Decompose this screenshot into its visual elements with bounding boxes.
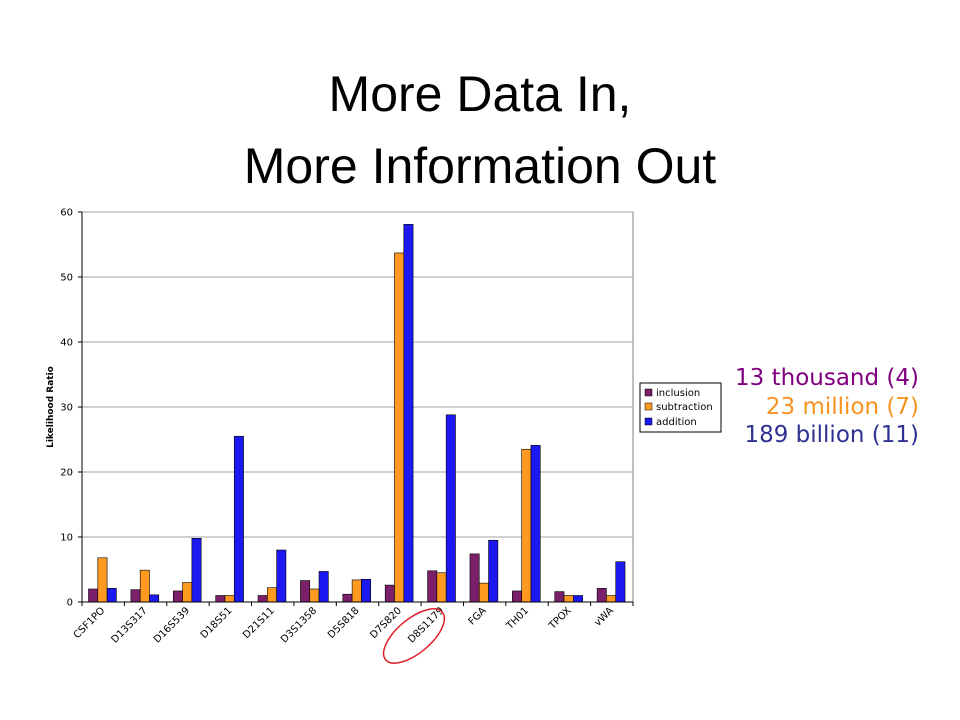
bar-subtraction-CSF1PO [97,557,108,603]
bar-inclusion-D5S818 [342,593,353,603]
bar-subtraction-D21S11 [267,587,277,603]
y-axis-title: Likelihood Ratio [46,366,56,448]
bar-subtraction-D8S1179 [436,572,447,603]
y-tick-label: 60 [60,208,73,219]
y-tick-label: 50 [60,273,73,284]
bar-addition-TH01 [530,445,541,603]
x-tick-label: D18S51 [199,605,235,641]
bar-inclusion-D16S539 [172,590,183,603]
title-line-2: More Information Out [243,138,717,194]
summary-addition: 189 billion (11) [744,422,919,448]
bar-subtraction-vWA [606,595,617,603]
bar-inclusion-FGA [469,553,480,603]
bar-addition-D21S11 [276,549,287,603]
y-tick-label: 10 [60,533,73,544]
bar-addition-vWA [615,561,626,603]
bar-inclusion-TPOX [554,591,565,603]
bar-addition-D7S820 [403,224,414,603]
legend: inclusion subtraction addition [639,382,722,433]
legend-box [639,382,722,433]
x-tick-label: D7S820 [368,605,404,641]
bar-addition-D3S1358 [318,571,329,603]
gridlines [82,211,633,538]
x-tick-label: D3S1358 [279,605,319,645]
legend-label-subtraction: subtraction [656,402,713,413]
y-tick-label: 40 [60,338,73,349]
y-tick-label: 20 [60,468,73,479]
bar-subtraction-D3S1358 [309,588,320,603]
legend-swatch-addition [644,417,653,426]
summary-panel: 13 thousand (4) 23 million (7) 189 billi… [735,364,919,450]
bar-inclusion-D3S1358 [300,580,311,603]
bar-inclusion-D18S51 [215,595,226,603]
bar-subtraction-FGA [478,582,489,603]
bar-addition-TPOX [573,595,583,603]
bar-subtraction-D13S317 [139,569,150,603]
x-tick-label: TH01 [504,605,531,632]
bar-addition-CSF1PO [106,588,117,603]
x-tick-label: FGA [467,605,489,627]
bar-inclusion-vWA [596,588,607,603]
legend-label-addition: addition [656,417,697,428]
x-tick-label: CSF1PO [72,605,108,641]
bar-addition-FGA [488,539,499,603]
legend-label-inclusion: inclusion [656,388,700,399]
highlight-circle [382,608,446,664]
bar-subtraction-TPOX [563,595,574,603]
bar-inclusion-D7S820 [384,584,395,603]
bar-inclusion-D8S1179 [427,570,438,603]
x-tick-label: D21S11 [241,605,277,641]
x-tick-label: TPOX [547,605,574,632]
bar-addition-D18S51 [233,435,244,603]
bar-inclusion-D21S11 [257,595,268,603]
bar-subtraction-D7S820 [394,252,405,603]
bar-addition-D16S539 [191,537,202,603]
title-line-1: More Data In, [328,66,632,122]
x-tick-label: vWA [593,605,617,629]
bar-subtraction-D5S818 [351,579,362,603]
x-tick-label: D5S818 [326,605,362,641]
summary-inclusion: 13 thousand (4) [735,365,919,391]
legend-swatch-inclusion [644,388,653,397]
y-tick-label: 0 [67,598,73,609]
bar-inclusion-CSF1PO [88,588,99,603]
bar-subtraction-D16S539 [182,582,193,603]
x-tick-label: D13S317 [109,605,149,645]
y-tick-label: 30 [60,403,73,414]
bar-subtraction-D18S51 [224,595,235,603]
bar-addition-D5S818 [361,578,372,603]
slide-title: More Data In, More Information Out [0,58,960,202]
legend-swatch-subtraction [644,402,653,411]
bar-inclusion-D13S317 [130,589,141,603]
bar-inclusion-TH01 [512,590,522,603]
bar-addition-D13S317 [149,594,160,603]
bar-addition-D8S1179 [445,414,456,603]
summary-subtraction: 23 million (7) [765,393,919,420]
x-tick-label: D16S539 [152,605,192,645]
bar-subtraction-TH01 [521,448,532,603]
